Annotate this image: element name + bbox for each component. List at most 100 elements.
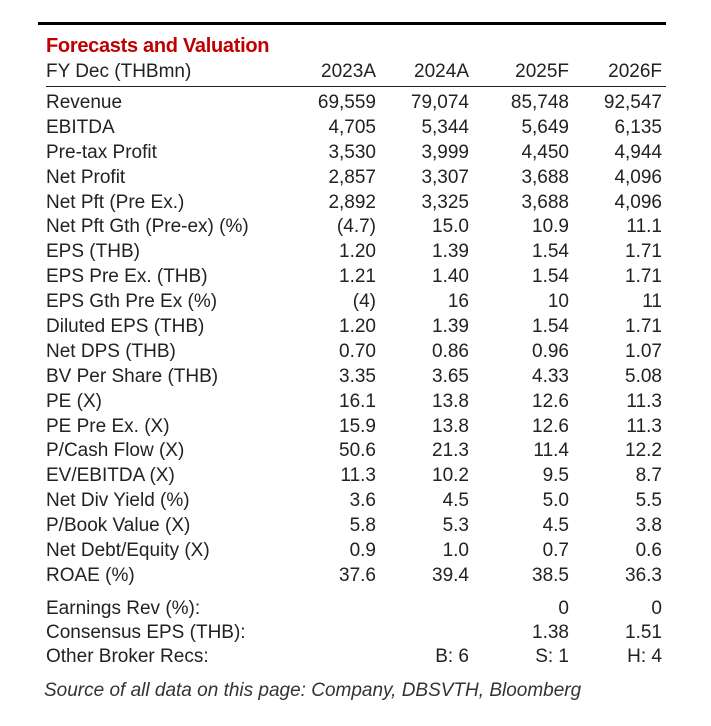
cell-value: 1.54 xyxy=(532,316,569,338)
table-row: Net Debt/Equity (X) 0.9 1.0 0.7 0.6 xyxy=(46,539,666,564)
row-label: ROAE (%) xyxy=(46,564,135,586)
table-row: EPS Pre Ex. (THB) 1.21 1.40 1.54 1.71 xyxy=(46,265,666,290)
cell-value: 1.39 xyxy=(432,241,469,263)
row-label: Earnings Rev (%): xyxy=(46,597,201,619)
cell-value xyxy=(294,645,376,669)
cell-value: 2,892 xyxy=(328,191,376,213)
cell-value: 4,096 xyxy=(614,191,662,213)
cell-value: 50.6 xyxy=(339,440,376,462)
cell-value: 4,450 xyxy=(521,141,569,163)
cell-value: 1.0 xyxy=(442,540,469,562)
cell-value: 11.4 xyxy=(533,440,569,462)
cell-value: 11.3 xyxy=(626,390,662,412)
cell-value: 1.54 xyxy=(532,266,569,288)
row-label: EPS Pre Ex. (THB) xyxy=(46,266,208,288)
cell-value: 11.3 xyxy=(340,465,376,487)
cell-value: H: 4 xyxy=(627,645,662,667)
cell-value: 3,530 xyxy=(328,141,376,163)
cell-value: 3,688 xyxy=(521,191,569,213)
cell-value: 39.4 xyxy=(432,564,469,586)
cell-value xyxy=(294,621,376,645)
cell-value: 0.7 xyxy=(542,540,569,562)
cell-value: 1.71 xyxy=(625,241,662,263)
cell-value: 4,096 xyxy=(614,166,662,188)
cell-value: 6,135 xyxy=(614,116,662,138)
cell-value: 85,748 xyxy=(510,92,569,113)
top-rule xyxy=(38,22,666,25)
table-row: Pre-tax Profit 3,530 3,999 4,450 4,944 xyxy=(46,141,666,166)
cell-value: 0.86 xyxy=(432,340,469,362)
table-body: Revenue 69,559 79,074 85,748 92,547 EBITDA 4,7… xyxy=(46,91,666,589)
table-row: EV/EBITDA (X) 11.3 10.2 9.5 8.7 xyxy=(46,464,666,489)
cell-value: 37.6 xyxy=(339,564,376,586)
cell-value: 3.8 xyxy=(635,515,662,537)
cell-value: 1.71 xyxy=(625,316,662,338)
cell-value: 5.8 xyxy=(349,515,376,537)
table-row: EPS Gth Pre Ex (%) (4) 16 10 11 xyxy=(46,290,666,315)
row-label: Diluted EPS (THB) xyxy=(46,316,205,338)
header-year: 2025F xyxy=(515,61,569,82)
cell-value: 4,705 xyxy=(328,116,376,138)
row-label: P/Book Value (X) xyxy=(46,515,191,537)
cell-value: 12.2 xyxy=(625,440,662,462)
cell-value: 16.1 xyxy=(339,390,376,412)
cell-value: 0.9 xyxy=(349,540,376,562)
cell-value: 3.35 xyxy=(339,365,376,387)
header-year: 2024A xyxy=(414,61,469,82)
table-row: Net Pft Gth (Pre-ex) (%) (4.7) 15.0 10.9 11.… xyxy=(46,215,666,240)
consensus-row: Consensus EPS (THB): 1.38 1.51 xyxy=(46,621,666,645)
cell-value: 5.08 xyxy=(625,365,662,387)
table-row: EBITDA 4,705 5,344 5,649 6,135 xyxy=(46,116,666,141)
cell-value xyxy=(376,621,469,645)
row-label: EBITDA xyxy=(46,116,115,138)
cell-value: (4) xyxy=(352,291,376,313)
row-label: P/Cash Flow (X) xyxy=(46,440,185,462)
forecasts-table: Forecasts and Valuation FY Dec (THBmn) 2… xyxy=(46,34,666,669)
cell-value: 13.8 xyxy=(432,390,469,412)
table-row: P/Cash Flow (X) 50.6 21.3 11.4 12.2 xyxy=(46,439,666,464)
table-row: Net Profit 2,857 3,307 3,688 4,096 xyxy=(46,166,666,191)
cell-value: 1.21 xyxy=(339,266,376,288)
cell-value: B: 6 xyxy=(435,645,469,667)
cell-value: 5,649 xyxy=(521,116,569,138)
row-label: Net Pft Gth (Pre-ex) (%) xyxy=(46,216,249,238)
row-label: EPS Gth Pre Ex (%) xyxy=(46,291,218,313)
source-note: Source of all data on this page: Company… xyxy=(44,680,582,701)
cell-value: 12.6 xyxy=(532,390,569,412)
table-row: ROAE (%) 37.6 39.4 38.5 36.3 xyxy=(46,564,666,589)
row-label: Net Profit xyxy=(46,166,126,188)
cell-value: 79,074 xyxy=(410,92,469,113)
table-row: BV Per Share (THB) 3.35 3.65 4.33 5.08 xyxy=(46,365,666,390)
table-header: FY Dec (THBmn) 2023A 2024A 2025F 2026F xyxy=(46,58,666,87)
table-row: P/Book Value (X) 5.8 5.3 4.5 3.8 xyxy=(46,514,666,539)
consensus-row: Earnings Rev (%): 0 0 xyxy=(46,597,666,621)
row-label: EPS (THB) xyxy=(46,241,140,263)
row-label: Other Broker Recs: xyxy=(46,645,209,667)
cell-value: 1.38 xyxy=(532,621,569,643)
header-label: FY Dec (THBmn) xyxy=(46,61,192,82)
table-row: Net Pft (Pre Ex.) 2,892 3,325 3,688 4,096 xyxy=(46,191,666,216)
row-label: Pre-tax Profit xyxy=(46,141,157,163)
table-row: Net DPS (THB) 0.70 0.86 0.96 1.07 xyxy=(46,340,666,365)
row-label: PE Pre Ex. (X) xyxy=(46,415,170,437)
cell-value: 5.5 xyxy=(635,490,662,512)
row-label: Net Div Yield (%) xyxy=(46,490,190,512)
cell-value: 10 xyxy=(547,291,569,313)
cell-value: 36.3 xyxy=(625,564,662,586)
cell-value: 3,307 xyxy=(421,166,469,188)
cell-value: 1.54 xyxy=(532,241,569,263)
cell-value: 10.2 xyxy=(432,465,469,487)
cell-value: 0 xyxy=(558,597,569,619)
cell-value: 8.7 xyxy=(635,465,662,487)
cell-value: 2,857 xyxy=(328,166,376,188)
cell-value: 4.33 xyxy=(532,365,569,387)
cell-value: 11 xyxy=(642,291,662,313)
cell-value: 1.20 xyxy=(339,316,376,338)
cell-value: 11.3 xyxy=(626,415,662,437)
cell-value: 12.6 xyxy=(532,415,569,437)
cell-value: 13.8 xyxy=(432,415,469,437)
row-label: Revenue xyxy=(46,92,123,113)
cell-value: 1.71 xyxy=(625,266,662,288)
cell-value: 5.3 xyxy=(442,515,469,537)
cell-value: 5,344 xyxy=(421,116,469,138)
